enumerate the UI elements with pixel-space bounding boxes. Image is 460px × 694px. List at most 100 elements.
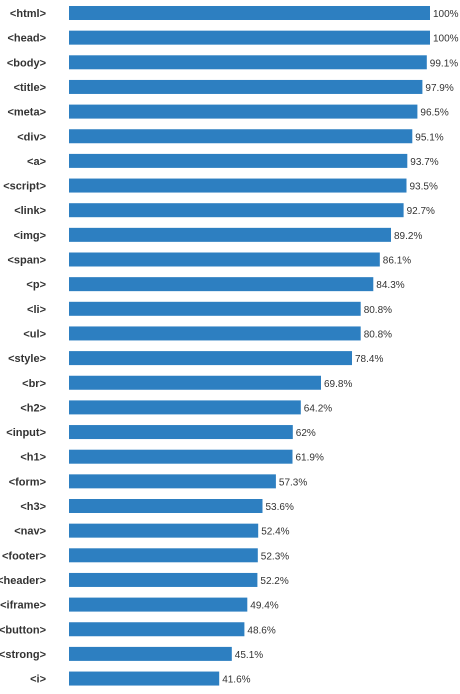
- value-label: 100%: [433, 9, 459, 20]
- category-label: <nav>: [14, 526, 46, 538]
- category-label: <i>: [30, 674, 46, 686]
- value-label: 48.6%: [247, 625, 275, 636]
- bar: [69, 646, 232, 661]
- bar-row: <button> 48.6%: [0, 622, 276, 637]
- bar: [69, 178, 407, 193]
- value-label: 64.2%: [304, 403, 332, 414]
- value-label: 62%: [296, 428, 316, 439]
- value-label: 95.1%: [415, 132, 443, 143]
- value-label: 80.8%: [364, 329, 392, 340]
- bar: [69, 449, 293, 464]
- value-label: 86.1%: [383, 256, 411, 267]
- bar-row: <link> 92.7%: [14, 203, 435, 218]
- value-label: 52.4%: [261, 527, 289, 538]
- bar: [69, 671, 220, 686]
- category-label: <br>: [22, 378, 46, 390]
- bar: [69, 79, 423, 94]
- bar: [69, 252, 380, 267]
- bar: [69, 227, 391, 242]
- value-label: 49.4%: [250, 601, 278, 612]
- bar: [69, 153, 408, 168]
- bar: [69, 104, 418, 119]
- bar-row: <div> 95.1%: [17, 129, 444, 144]
- value-label: 52.3%: [261, 551, 289, 562]
- value-label: 52.2%: [260, 576, 288, 587]
- category-label: <p>: [26, 279, 46, 291]
- value-label: 61.9%: [296, 453, 324, 464]
- value-label: 92.7%: [407, 206, 435, 217]
- bar: [69, 326, 361, 341]
- category-label: <script>: [3, 181, 46, 193]
- value-label: 41.6%: [222, 675, 250, 686]
- category-label: <form>: [9, 476, 46, 488]
- category-label: <input>: [6, 427, 46, 439]
- bar-row: <p> 84.3%: [26, 277, 405, 292]
- value-label: 69.8%: [324, 379, 352, 390]
- value-label: 100%: [433, 34, 459, 45]
- bar-row: <head> 100%: [7, 30, 459, 45]
- bar-row: <a> 93.7%: [27, 153, 439, 168]
- bar-row: <nav> 52.4%: [14, 523, 290, 538]
- category-label: <iframe>: [0, 600, 46, 612]
- bar-row: <strong> 45.1%: [0, 646, 263, 661]
- bar-row: <script> 93.5%: [3, 178, 438, 193]
- value-label: 93.7%: [410, 157, 438, 168]
- value-label: 99.1%: [430, 58, 458, 69]
- category-label: <title>: [14, 82, 46, 94]
- value-label: 84.3%: [376, 280, 404, 291]
- bar: [69, 375, 321, 390]
- value-label: 53.6%: [266, 502, 294, 513]
- bar: [69, 301, 361, 316]
- category-label: <meta>: [7, 107, 46, 119]
- bar-row: <i> 41.6%: [30, 671, 251, 686]
- category-label: <span>: [7, 255, 46, 267]
- category-label: <ul>: [23, 328, 46, 340]
- bar-row: <input> 62%: [6, 425, 316, 440]
- bar-row: <h2> 64.2%: [20, 400, 332, 415]
- bar: [69, 425, 293, 440]
- bar-row: <li> 80.8%: [27, 301, 392, 316]
- bar: [69, 6, 430, 20]
- category-label: <head>: [7, 33, 46, 45]
- bar: [69, 30, 430, 45]
- category-label: <button>: [0, 624, 46, 636]
- bar-row: <meta> 96.5%: [7, 104, 449, 119]
- category-label: <a>: [27, 156, 46, 168]
- bar: [69, 351, 352, 366]
- bar-row: <header> 52.2%: [0, 572, 289, 587]
- category-label: <html>: [10, 8, 46, 20]
- category-label: <strong>: [0, 649, 46, 661]
- bar: [69, 277, 374, 292]
- bar-row: <footer> 52.3%: [2, 548, 289, 563]
- value-label: 57.3%: [279, 477, 307, 488]
- value-label: 89.2%: [394, 231, 422, 242]
- category-label: <div>: [17, 131, 46, 143]
- bar-row: <h1> 61.9%: [20, 449, 324, 464]
- bar-row: <br> 69.8%: [22, 375, 352, 390]
- bar-row: <span> 86.1%: [7, 252, 411, 267]
- bar-row: <img> 89.2%: [14, 227, 422, 242]
- category-label: <h1>: [20, 452, 46, 464]
- category-label: <h3>: [20, 501, 46, 513]
- bar: [69, 400, 301, 415]
- bar: [69, 129, 413, 144]
- value-label: 80.8%: [364, 305, 392, 316]
- category-label: <style>: [8, 353, 46, 365]
- value-label: 45.1%: [235, 650, 263, 661]
- bar-row: <title> 97.9%: [14, 79, 454, 94]
- bar-row: <html> 100%: [10, 6, 459, 20]
- bar-row: <iframe> 49.4%: [0, 597, 279, 612]
- bar-row: <body> 99.1%: [7, 55, 458, 70]
- bar-row: <form> 57.3%: [9, 474, 307, 489]
- bar: [69, 572, 258, 587]
- category-label: <li>: [27, 304, 46, 316]
- bar: [69, 523, 259, 538]
- value-label: 78.4%: [355, 354, 383, 365]
- bar-row: <style> 78.4%: [8, 351, 383, 366]
- bar: [69, 474, 276, 489]
- category-label: <body>: [7, 57, 46, 69]
- bar: [69, 203, 404, 218]
- bar: [69, 548, 258, 563]
